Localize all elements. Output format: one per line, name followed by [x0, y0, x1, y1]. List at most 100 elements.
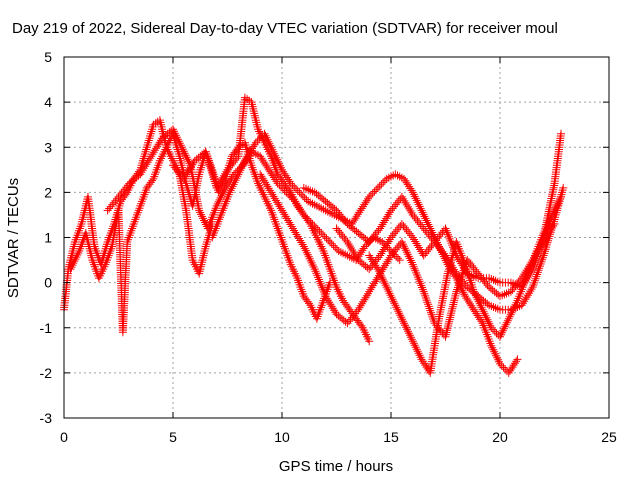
interpolated-marks — [170, 127, 185, 150]
interpolated-marks — [306, 198, 319, 209]
y-tick-label: 3 — [44, 139, 52, 155]
interpolated-marks — [124, 222, 137, 244]
interpolated-marks — [248, 163, 262, 186]
chart-title: Day 219 of 2022, Sidereal Day-to-day VTE… — [12, 20, 558, 37]
data-point — [299, 242, 308, 251]
interpolated-marks — [399, 221, 416, 240]
interpolated-marks — [315, 203, 328, 214]
interpolated-marks — [319, 230, 333, 245]
interpolated-marks — [151, 117, 162, 128]
interpolated-marks — [307, 222, 320, 240]
data-point — [225, 188, 234, 197]
interpolated-marks — [248, 100, 262, 131]
interpolated-marks — [514, 276, 530, 303]
x-axis-label: GPS time / hours — [279, 458, 393, 475]
interpolated-marks — [420, 289, 438, 326]
interpolated-marks — [204, 204, 220, 231]
data-point — [557, 129, 566, 138]
interpolated-marks — [157, 145, 170, 163]
interpolated-marks — [384, 171, 398, 182]
x-tick-label: 5 — [169, 429, 177, 445]
interpolated-marks — [312, 189, 328, 204]
interpolated-marks — [150, 159, 164, 181]
data-point — [66, 265, 75, 274]
interpolated-marks — [418, 208, 434, 231]
interpolated-marks — [487, 302, 502, 313]
data-point — [169, 125, 177, 134]
interpolated-marks — [488, 343, 503, 366]
data-point — [408, 188, 417, 197]
interpolated-marks — [471, 307, 486, 326]
interpolated-marks — [345, 307, 361, 326]
x-tick-label: 20 — [492, 429, 508, 445]
data-point — [251, 138, 260, 147]
interpolated-marks — [366, 185, 381, 200]
interpolated-marks — [137, 145, 151, 172]
interpolated-marks — [181, 158, 198, 181]
interpolated-marks — [267, 154, 281, 177]
interpolated-marks — [217, 190, 233, 217]
data-point — [295, 188, 304, 197]
interpolated-marks — [326, 267, 340, 289]
interpolated-marks — [294, 203, 307, 218]
interpolated-marks — [498, 278, 513, 287]
interpolated-marks — [275, 181, 289, 195]
series-track-5 — [208, 129, 522, 377]
interpolated-marks — [332, 212, 345, 223]
interpolated-marks — [300, 244, 318, 271]
interpolated-marks — [453, 258, 471, 294]
axis-ticks: 0 5 10 15 20 25 -3 -2 -1 0 1 2 3 4 5 — [40, 49, 617, 445]
interpolated-marks — [268, 190, 285, 213]
interpolated-marks — [344, 240, 362, 263]
data-point — [234, 170, 243, 179]
interpolated-marks — [127, 171, 143, 186]
interpolated-marks — [143, 122, 157, 149]
data-point — [517, 274, 526, 283]
interpolated-marks — [137, 186, 150, 208]
interpolated-marks — [475, 271, 492, 290]
data-point — [267, 188, 276, 197]
interpolated-marks — [71, 222, 85, 244]
data-point — [123, 238, 132, 247]
data-point — [548, 210, 557, 219]
interpolated-marks — [340, 298, 353, 312]
interpolated-marks — [287, 190, 301, 208]
data-point — [182, 179, 191, 188]
data-point — [513, 355, 522, 364]
interpolated-marks — [497, 316, 512, 339]
interpolated-marks — [498, 288, 513, 300]
interpolated-marks — [327, 239, 341, 254]
interpolated-marks — [401, 176, 416, 195]
interpolated-marks — [244, 140, 259, 159]
interpolated-marks — [366, 271, 383, 294]
data-point — [195, 206, 204, 215]
data-point — [382, 174, 391, 183]
data-point — [179, 174, 188, 183]
interpolated-marks — [301, 212, 313, 227]
interpolated-marks — [519, 285, 536, 308]
interpolated-marks — [274, 172, 287, 186]
data-point — [391, 301, 400, 310]
interpolated-marks — [270, 149, 285, 172]
data-point — [397, 192, 406, 201]
data-point — [373, 183, 382, 192]
interpolated-marks — [261, 141, 274, 158]
interpolated-marks — [470, 289, 486, 312]
data-point — [94, 274, 103, 283]
interpolated-marks — [462, 294, 477, 312]
interpolated-marks — [287, 262, 301, 280]
data-point — [478, 305, 487, 314]
data-point — [419, 287, 428, 296]
interpolated-marks — [410, 212, 427, 231]
interpolated-marks — [169, 132, 183, 158]
data-point — [557, 192, 566, 201]
interpolated-marks — [257, 154, 272, 172]
x-tick-label: 10 — [274, 429, 290, 445]
y-tick-label: 0 — [44, 275, 52, 291]
data-point — [365, 337, 374, 346]
interpolated-marks — [323, 198, 339, 213]
data-point — [177, 143, 186, 152]
interpolated-marks — [498, 305, 513, 314]
series-track-2 — [66, 129, 334, 337]
